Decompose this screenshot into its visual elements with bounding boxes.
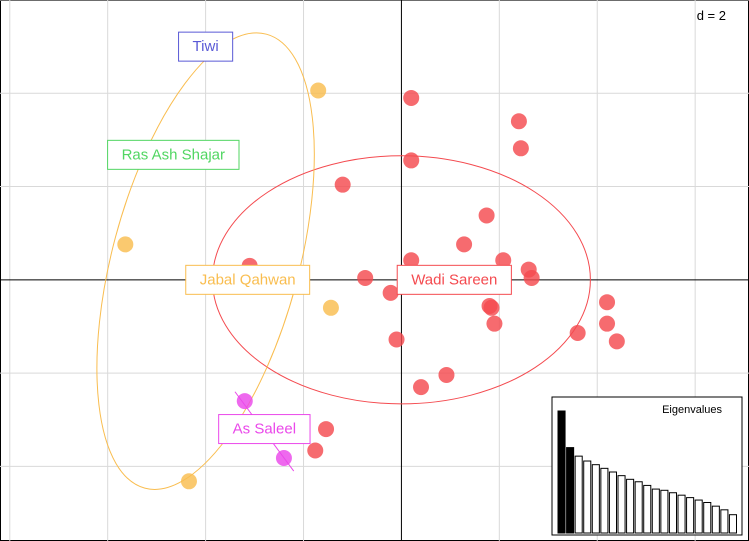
group-label-wadi-sareen: Wadi Sareen — [396, 264, 512, 295]
eigenvalue-bar — [591, 464, 600, 534]
label-text-tiwi: Tiwi — [193, 38, 219, 55]
eigenvalue-bar — [643, 484, 652, 534]
eigenvalue-bar — [720, 509, 729, 534]
eigenvalue-bar — [711, 505, 720, 534]
point-wadi-sareen — [599, 315, 616, 332]
point-wadi-sareen — [307, 442, 324, 459]
point-wadi-sareen — [334, 176, 351, 193]
point-as-saleel — [236, 393, 253, 410]
point-wadi-sareen — [403, 152, 420, 169]
point-wadi-sareen — [357, 269, 374, 286]
data-points — [117, 82, 625, 490]
point-wadi-sareen — [510, 113, 527, 130]
eigenvalue-bar — [557, 410, 566, 534]
point-wadi-sareen — [382, 284, 399, 301]
label-text-wadi-sareen: Wadi Sareen — [411, 271, 497, 288]
group-label-jabal-qahwan: Jabal Qahwan — [185, 264, 311, 295]
label-box-jabal-qahwan — [185, 264, 311, 295]
point-wadi-sareen — [599, 294, 616, 311]
point-wadi-sareen — [608, 333, 625, 350]
point-as-saleel — [275, 449, 292, 466]
point-wadi-sareen — [403, 252, 420, 269]
eigenvalue-bar — [728, 514, 738, 534]
point-wadi-sareen — [486, 315, 503, 332]
group-label-ras-ash-shajar: Ras Ash Shajar — [107, 139, 240, 170]
label-text-as-saleel: As Saleel — [233, 421, 296, 438]
d-label: d = 2 — [697, 8, 726, 23]
point-wadi-sareen — [523, 269, 540, 286]
eigenvalues-inset: Eigenvalues — [551, 396, 743, 536]
point-jabal-qahwan — [180, 473, 197, 490]
eigenvalue-bar — [660, 489, 669, 534]
label-box-tiwi — [178, 31, 234, 62]
point-wadi-sareen — [495, 252, 512, 269]
group-label-tiwi: Tiwi — [178, 31, 234, 62]
label-box-as-saleel — [218, 414, 311, 445]
point-wadi-sareen — [483, 299, 500, 316]
eigenvalue-bar — [634, 481, 643, 534]
point-wadi-sareen — [403, 89, 420, 106]
point-jabal-qahwan — [117, 236, 134, 253]
eigenvalue-bar — [677, 494, 686, 534]
eigenvalue-bar — [608, 471, 618, 534]
eigenvalue-bar — [574, 455, 583, 534]
point-wadi-sareen — [569, 324, 586, 341]
point-jabal-qahwan — [310, 82, 327, 99]
label-text-jabal-qahwan: Jabal Qahwan — [200, 271, 296, 288]
group-label-as-saleel: As Saleel — [218, 414, 311, 445]
label-box-ras-ash-shajar — [107, 139, 240, 170]
point-wadi-sareen — [413, 379, 430, 396]
point-wadi-sareen — [478, 207, 495, 224]
point-wadi-sareen — [512, 140, 529, 157]
eigenvalue-bar — [617, 475, 626, 534]
point-wadi-sareen — [456, 236, 473, 253]
point-jabal-qahwan — [322, 299, 339, 316]
eigenvalue-bar — [703, 502, 712, 534]
eigenvalue-bar — [626, 478, 635, 534]
group-labels: Wadi Sareen Jabal Qahwan Ras Ash Shajar As … — [107, 31, 512, 445]
point-wadi-sareen — [388, 331, 405, 348]
eigenvalue-bar — [668, 492, 678, 534]
eigenvalue-bar — [651, 488, 660, 534]
label-text-ras-ash-shajar: Ras Ash Shajar — [122, 146, 225, 163]
point-wadi-sareen — [318, 421, 335, 438]
label-box-wadi-sareen — [396, 264, 512, 295]
point-wadi-sareen — [438, 366, 455, 383]
eigenvalue-bar — [583, 460, 592, 534]
eigenvalue-bar — [694, 499, 703, 534]
eigenvalues-title: Eigenvalues — [662, 404, 722, 416]
eigenvalue-bar — [566, 447, 575, 534]
eigenvalue-bar — [600, 467, 609, 534]
eigenvalue-bar — [686, 497, 695, 534]
